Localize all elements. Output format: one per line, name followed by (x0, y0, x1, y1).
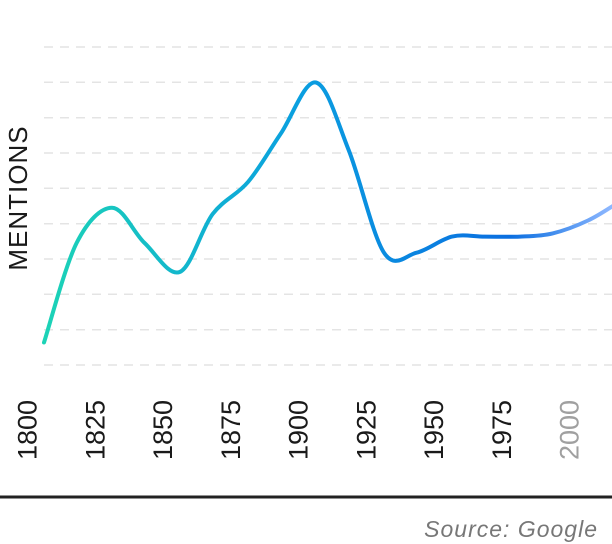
x-tick-label-1800: 1800 (12, 400, 42, 460)
x-tick-label-1950: 1950 (419, 400, 449, 460)
x-tick-label-1900: 1900 (283, 400, 313, 460)
x-axis-tick-labels: 1800 1825 1850 1875 1900 1925 1950 1975 2000 (12, 400, 584, 460)
x-tick-label-1875: 1875 (216, 400, 246, 460)
x-tick-label-1975: 1975 (487, 400, 517, 460)
series-line-mentions (42, 80, 612, 345)
x-tick-label-1825: 1825 (80, 400, 110, 460)
y-axis-label: MENTIONS (3, 125, 33, 270)
x-tick-label-1925: 1925 (351, 400, 381, 460)
x-tick-label-1850: 1850 (148, 400, 178, 460)
x-tick-label-2000: 2000 (554, 400, 584, 460)
source-note: Source: Google (424, 516, 598, 542)
